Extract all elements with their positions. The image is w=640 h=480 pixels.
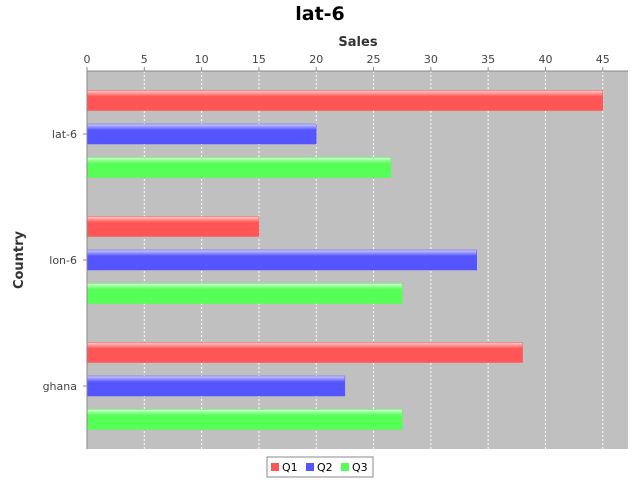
legend-label-q2: Q2 bbox=[317, 461, 333, 474]
bar-q1-ghana bbox=[86, 342, 523, 363]
x-tick-label: 10 bbox=[195, 53, 209, 66]
x-tick-label: 30 bbox=[424, 53, 438, 66]
x-tick-label: 25 bbox=[367, 53, 381, 66]
bar-q3-lat-6 bbox=[86, 157, 391, 178]
bar-q1-lat-6 bbox=[86, 90, 604, 111]
y-axis-label: Country bbox=[12, 230, 27, 289]
x-axis: 0 5 10 15 20 25 30 35 40 45 bbox=[84, 53, 628, 72]
x-tick-label: 35 bbox=[481, 53, 495, 66]
y-tick-label: lat-6 bbox=[52, 128, 77, 141]
legend-swatch-q1 bbox=[271, 463, 279, 471]
x-tick-label: 45 bbox=[596, 53, 610, 66]
x-tick-label: 40 bbox=[538, 53, 552, 66]
x-tick-label: 0 bbox=[84, 53, 91, 66]
bar-q2-lon-6 bbox=[86, 249, 477, 271]
legend-swatch-q2 bbox=[306, 463, 314, 471]
y-tick-label: ghana bbox=[43, 380, 77, 393]
y-tick-label: lon-6 bbox=[49, 254, 77, 267]
bar-q2-lat-6 bbox=[86, 123, 317, 145]
legend-label-q3: Q3 bbox=[352, 461, 368, 474]
bar-q1-lon-6 bbox=[86, 216, 260, 237]
x-tick-label: 15 bbox=[252, 53, 266, 66]
legend-label-q1: Q1 bbox=[282, 461, 298, 474]
legend-box bbox=[266, 456, 374, 478]
x-tick-label: 5 bbox=[141, 53, 148, 66]
bar-q3-ghana bbox=[86, 409, 403, 430]
bar-q3-lon-6 bbox=[86, 283, 403, 304]
bar-q2-ghana bbox=[86, 375, 346, 397]
x-tick-label: 20 bbox=[309, 53, 323, 66]
chart-title: lat-6 bbox=[295, 3, 345, 25]
x-axis-label: Sales bbox=[338, 35, 377, 50]
y-axis: lat-6 lon-6 ghana bbox=[43, 71, 88, 449]
legend-swatch-q3 bbox=[341, 463, 349, 471]
legend: Q1 Q2 Q3 bbox=[266, 456, 374, 478]
